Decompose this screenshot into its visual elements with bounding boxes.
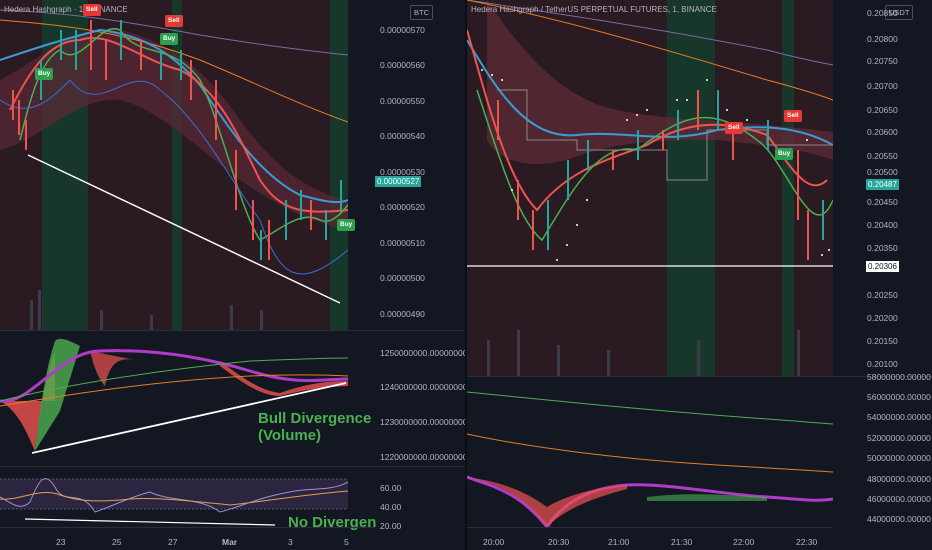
price-tick: 0.20450: [867, 197, 898, 207]
left-chart-pane[interactable]: Hedera Hashgraph · 1h, BINANCE BTC Buy S…: [0, 0, 465, 550]
signal-buy: Buy: [35, 68, 54, 80]
price-tick: 0.00000520: [380, 202, 425, 212]
volume-tick: 1250000000.00000000: [380, 348, 465, 358]
time-tick: 20:30: [548, 537, 570, 547]
price-tick: 0.00000570: [380, 25, 425, 35]
price-tick: 0.20750: [867, 56, 898, 66]
left-price-plot[interactable]: [0, 0, 348, 330]
time-tick: 22:30: [796, 537, 818, 547]
right-price-plot[interactable]: [467, 0, 833, 376]
price-tick: 0.00000500: [380, 273, 425, 283]
time-tick: 21:30: [671, 537, 693, 547]
signal-sell: Sell: [165, 15, 183, 27]
right-current-price: 0.20487: [866, 179, 899, 190]
price-tick: 0.20350: [867, 243, 898, 253]
signal-buy: Buy: [160, 33, 179, 45]
bull-divergence-line2: (Volume): [258, 427, 322, 444]
right-price-axis[interactable]: 0.20850 0.20800 0.20750 0.20700 0.20650 …: [833, 0, 932, 376]
time-tick: 5: [344, 537, 349, 547]
price-tick: 0.20500: [867, 167, 898, 177]
left-volume-plot[interactable]: [0, 331, 348, 466]
price-tick: 0.20700: [867, 81, 898, 91]
time-tick: 22:00: [733, 537, 755, 547]
rsi-tick: 20.00: [380, 521, 402, 531]
left-currency-badge[interactable]: BTC: [410, 5, 433, 20]
left-rsi-plot[interactable]: [0, 467, 348, 527]
volume-tick: 48000000.00000: [867, 474, 931, 484]
rsi-tick: 40.00: [380, 502, 402, 512]
signal-buy: Buy: [775, 148, 794, 160]
volume-tick: 1240000000.00000000: [380, 382, 465, 392]
price-tick: 0.00000530: [380, 167, 425, 177]
time-tick: 23: [56, 537, 66, 547]
volume-tick: 54000000.00000: [867, 412, 931, 422]
time-tick: 21:00: [608, 537, 630, 547]
time-tick: Mar: [222, 537, 238, 547]
volume-tick: 52000000.00000: [867, 433, 931, 443]
signal-sell: Sell: [83, 4, 101, 16]
right-volume-axis[interactable]: 58000000.00000 56000000.00000 54000000.0…: [833, 372, 932, 527]
right-line-price: 0.20306: [866, 261, 899, 272]
volume-tick: 44000000.00000: [867, 514, 931, 524]
volume-tick: 56000000.00000: [867, 392, 931, 402]
left-volume-axis[interactable]: 1250000000.00000000 1240000000.00000000 …: [380, 331, 465, 466]
bull-zone: [667, 0, 715, 376]
chart-split-divider[interactable]: [465, 0, 467, 550]
rsi-tick: 60.00: [380, 483, 402, 493]
time-tick: 27: [168, 537, 178, 547]
price-tick: 0.20850: [867, 8, 898, 18]
time-tick: 20:00: [483, 537, 505, 547]
price-tick: 0.20150: [867, 336, 898, 346]
price-tick: 0.00000540: [380, 131, 425, 141]
right-chart-title: Hedera Hashgraph / TetherUS PERPETUAL FU…: [471, 5, 717, 14]
volume-tick: 46000000.00000: [867, 494, 931, 504]
pane-separator[interactable]: [467, 376, 932, 377]
pane-separator[interactable]: [0, 466, 465, 467]
volume-tick: 1230000000.00000000: [380, 417, 465, 427]
left-time-axis[interactable]: 23 25 27 Mar 3 5: [0, 527, 375, 550]
bull-divergence-line1: Bull Divergence: [258, 410, 372, 427]
price-tick: 0.20650: [867, 105, 898, 115]
price-tick: 0.00000510: [380, 238, 425, 248]
left-chart-title-suffix: 1h, BINANCE: [78, 5, 128, 14]
price-tick: 0.20550: [867, 151, 898, 161]
left-price-axis[interactable]: 0.00000570 0.00000560 0.00000550 0.00000…: [380, 0, 465, 330]
price-tick: 0.20250: [867, 290, 898, 300]
left-current-price: 0.00000527: [375, 176, 422, 187]
time-tick: 3: [288, 537, 293, 547]
left-chart-title: Hedera Hashgraph: [4, 5, 72, 14]
signal-sell: Sell: [784, 110, 802, 122]
time-tick: 25: [112, 537, 122, 547]
price-tick: 0.20600: [867, 127, 898, 137]
bull-zone: [782, 0, 794, 376]
volume-tick: 50000000.00000: [867, 453, 931, 463]
price-tick: 0.00000490: [380, 309, 425, 319]
bull-zone: [330, 0, 348, 330]
right-currency-badge[interactable]: USDT: [885, 5, 914, 20]
left-rsi-axis[interactable]: 60.00 40.00 20.00: [380, 467, 465, 531]
signal-sell: Sell: [725, 122, 743, 134]
right-volume-plot[interactable]: [467, 377, 833, 527]
bull-divergence-annotation: Bull Divergence (Volume): [258, 410, 371, 444]
price-tick: 0.20100: [867, 359, 898, 369]
price-tick: 0.20400: [867, 220, 898, 230]
right-time-axis[interactable]: 20:00 20:30 21:00 21:30 22:00 22:30: [467, 527, 833, 550]
signal-buy: Buy: [337, 219, 356, 231]
price-tick: 0.00000550: [380, 96, 425, 106]
pane-separator[interactable]: [0, 330, 465, 331]
price-tick: 0.00000560: [380, 60, 425, 70]
volume-tick: 1220000000.00000000: [380, 452, 465, 462]
right-chart-pane[interactable]: Hedera Hashgraph / TetherUS PERPETUAL FU…: [467, 0, 932, 550]
bull-zone: [172, 0, 182, 330]
no-divergence-annotation: No Divergence: [288, 514, 376, 531]
volume-tick: 58000000.00000: [867, 372, 931, 382]
price-tick: 0.20200: [867, 313, 898, 323]
price-tick: 0.20800: [867, 34, 898, 44]
